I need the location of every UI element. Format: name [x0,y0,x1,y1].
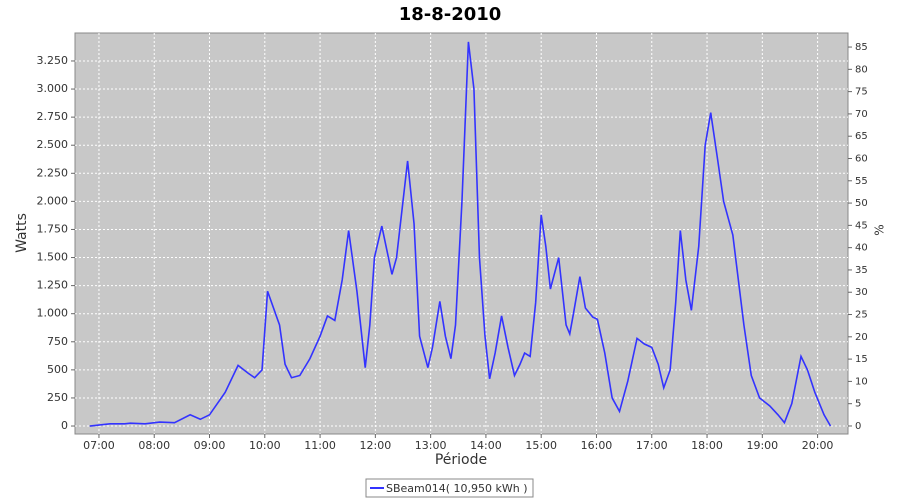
y2-tick-label: 55 [855,176,868,187]
y2-tick-label: 20 [855,332,868,343]
plot-area [74,32,849,435]
y2-tick-label: 60 [855,153,868,164]
x-tick-label: 09:00 [194,439,226,452]
x-tick-label: 18:00 [691,439,723,452]
y-tick-label: 2.500 [37,138,69,151]
y-tick-label: 1.500 [37,251,69,264]
y-tick-label: 3.250 [37,54,69,67]
y2-tick-label: 45 [855,220,868,231]
x-axis-label: Période [435,452,487,468]
y2-tick-label: 50 [855,198,868,209]
y-tick-label: 2.000 [37,194,69,207]
y-tick-label: 750 [47,335,68,348]
y-tick-label: 1.250 [37,279,69,292]
y2-tick-label: 40 [855,243,868,254]
y2-tick-label: 70 [855,109,868,120]
x-tick-label: 14:00 [470,439,502,452]
x-tick-label: 12:00 [360,439,392,452]
y2-tick-label: 35 [855,265,868,276]
y2-tick-label: 65 [855,131,868,142]
x-tick-label: 19:00 [746,439,778,452]
y-tick-label: 2.250 [37,166,69,179]
x-tick-label: 11:00 [304,439,336,452]
legend-box [365,478,534,498]
y2-tick-label: 30 [855,287,868,298]
x-tick-label: 15:00 [525,439,557,452]
data-line [89,41,832,427]
y-tick-label: 3.000 [37,82,69,95]
x-tick-label: 17:00 [636,439,668,452]
y2-tick-label: 75 [855,87,868,98]
legend-label: SBeam014( 10,950 kWh ) [386,482,528,495]
x-tick-label: 08:00 [138,439,170,452]
x-tick-label: 20:00 [802,439,834,452]
y2-axis-label: % [873,224,887,235]
y2-tick-label: 0 [855,421,861,432]
x-tick-label: 16:00 [581,439,613,452]
y2-tick-label: 80 [855,64,868,75]
x-tick-label: 07:00 [83,439,115,452]
chart-title: 18-8-2010 [399,4,502,25]
y2-tick-label: 5 [855,399,861,410]
y-tick-label: 0 [61,419,68,432]
y-tick-label: 1.750 [37,222,69,235]
y-tick-label: 2.750 [37,110,69,123]
y-tick-label: 500 [47,363,68,376]
y-tick-label: 1.000 [37,307,69,320]
y-tick-label: 250 [47,391,68,404]
x-tick-label: 13:00 [415,439,447,452]
y2-tick-label: 10 [855,376,868,387]
x-tick-label: 10:00 [249,439,281,452]
y-axis-label: Watts [14,213,30,253]
y2-tick-label: 25 [855,310,868,321]
y2-tick-label: 15 [855,354,868,365]
y2-tick-label: 85 [855,42,868,53]
